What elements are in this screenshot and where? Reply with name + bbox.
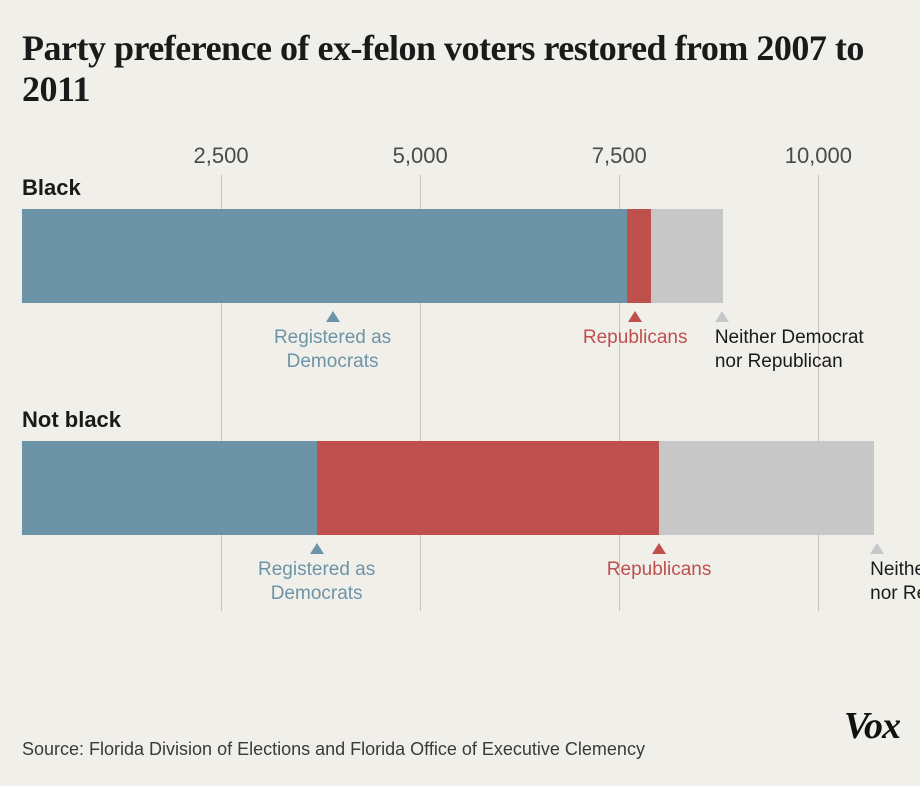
group-label: Not black <box>22 407 898 433</box>
none-triangle-icon <box>870 543 884 554</box>
segment-rep <box>317 441 659 535</box>
stacked-bar <box>22 209 898 303</box>
bars-region: BlackRegistered as DemocratsRepublicansN… <box>22 175 898 611</box>
axis-tick-label: 7,500 <box>592 143 647 169</box>
group-notblack: Not black Registered as Democrats Republic… <box>22 407 898 611</box>
annotation-label: Registered as Democrats <box>258 559 375 604</box>
annotation-label: Registered as Democrats <box>274 327 391 372</box>
axis-tick-label: 10,000 <box>785 143 852 169</box>
annotation-label: Neither Democrat nor Republican <box>870 559 920 604</box>
annotation-none: Neither Democrat nor Republican <box>715 311 885 374</box>
rep-triangle-icon <box>628 311 642 322</box>
segment-dem <box>22 209 627 303</box>
annotation-dem: Registered as Democrats <box>243 311 423 374</box>
chart-area: 2,500 5,000 7,500 10,000 Black Registered as … <box>22 143 898 611</box>
bar-wrap <box>22 441 898 535</box>
source-text: Source: Florida Division of Elections an… <box>22 739 645 760</box>
dem-triangle-icon <box>310 543 324 554</box>
segment-rep <box>627 209 651 303</box>
annotation-label: Republicans <box>607 559 712 580</box>
segment-dem <box>22 441 317 535</box>
group-black: Black Registered as Democrats Republicans N… <box>22 175 898 379</box>
stacked-bar <box>22 441 898 535</box>
axis-tick-label: 5,000 <box>393 143 448 169</box>
annotation-row: Registered as DemocratsRepublicansNeithe… <box>22 543 898 611</box>
annotation-row: Registered as Democrats Republicans Neithe… <box>22 311 898 379</box>
segment-none <box>659 441 874 535</box>
annotation-rep: Republicans <box>569 543 749 582</box>
annotation-rep: Republicans <box>545 311 725 350</box>
group-label: Black <box>22 175 898 201</box>
annotation-dem: Registered as Democrats <box>227 543 407 606</box>
annotation-label: Republicans <box>583 327 688 348</box>
none-triangle-icon <box>715 311 729 322</box>
axis-ticks: 2,500 5,000 7,500 10,000 <box>22 143 898 175</box>
annotation-label: Neither Democrat nor Republican <box>715 327 864 372</box>
vox-logo: Vox <box>844 704 900 748</box>
axis-tick-label: 2,500 <box>194 143 249 169</box>
segment-none <box>651 209 723 303</box>
bar-wrap <box>22 209 898 303</box>
dem-triangle-icon <box>326 311 340 322</box>
annotation-none: Neither Democrat nor Republican <box>870 543 920 606</box>
rep-triangle-icon <box>652 543 666 554</box>
chart-title: Party preference of ex-felon voters re­s… <box>22 28 898 111</box>
